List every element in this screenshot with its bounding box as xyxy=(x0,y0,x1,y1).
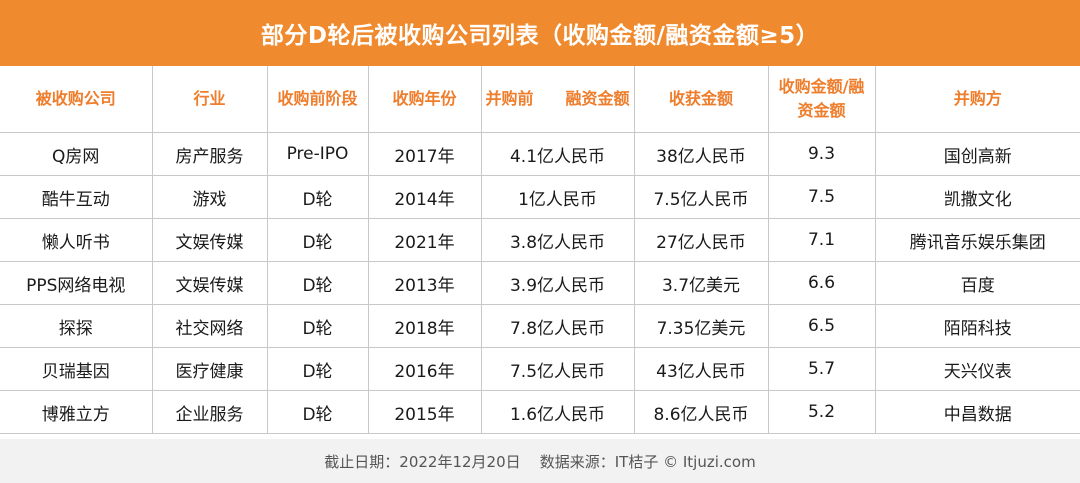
column-header: 并购前 融资金额 xyxy=(480,66,635,133)
acquisition-amount-cell: 43亿人民币 xyxy=(633,347,769,391)
column-header: 并购方 xyxy=(874,66,1080,133)
industry-cell: 文娱传媒 xyxy=(151,261,268,305)
industry-cell: 社交网络 xyxy=(151,304,268,348)
stage-cell: D轮 xyxy=(266,175,369,219)
footer-spacer xyxy=(521,452,540,470)
acquirer-cell: 百度 xyxy=(874,261,1080,305)
stage-cell: D轮 xyxy=(266,218,369,262)
company-cell: 贝瑞基因 xyxy=(0,347,153,391)
industry-cell: 房产服务 xyxy=(151,132,268,176)
year-cell: 2013年 xyxy=(367,261,482,305)
acquisition-amount-cell: 7.35亿美元 xyxy=(633,304,769,348)
acquirer-cell: 中昌数据 xyxy=(874,390,1080,434)
company-cell: PPS网络电视 xyxy=(0,261,153,305)
company-cell: Q房网 xyxy=(0,132,153,176)
acquisition-amount-cell: 38亿人民币 xyxy=(633,132,769,176)
stage-cell: D轮 xyxy=(266,347,369,391)
company-cell: 懒人听书 xyxy=(0,218,153,262)
funding-cell: 4.1亿人民币 xyxy=(480,132,635,176)
ratio-cell: 7.5 xyxy=(767,175,876,219)
table-row: 懒人听书 文娱传媒 D轮 2021年 3.8亿人民币 27亿人民币 7.1 腾讯… xyxy=(0,218,1080,262)
stage-cell: D轮 xyxy=(266,261,369,305)
industry-cell: 医疗健康 xyxy=(151,347,268,391)
data-source: 数据来源：IT桔子 © Itjuzi.com xyxy=(539,452,756,471)
year-cell: 2015年 xyxy=(367,390,482,434)
company-cell: 酷牛互动 xyxy=(0,175,153,219)
industry-cell: 文娱传媒 xyxy=(151,218,268,262)
acquisition-table: 被收购公司 行业 收购前阶段 收购年份 并购前 融资金额 收获金额 收购金额/融… xyxy=(0,66,1080,434)
funding-cell: 1.6亿人民币 xyxy=(480,390,635,434)
acquisition-amount-cell: 7.5亿人民币 xyxy=(633,175,769,219)
table-row: PPS网络电视 文娱传媒 D轮 2013年 3.9亿人民币 3.7亿美元 6.6… xyxy=(0,261,1080,305)
industry-cell: 游戏 xyxy=(151,175,268,219)
table-row: 贝瑞基因 医疗健康 D轮 2016年 7.5亿人民币 43亿人民币 5.7 天兴… xyxy=(0,347,1080,391)
year-cell: 2017年 xyxy=(367,132,482,176)
column-header: 收购前阶段 xyxy=(266,66,369,133)
year-cell: 2016年 xyxy=(367,347,482,391)
funding-cell: 1亿人民币 xyxy=(480,175,635,219)
column-header: 收购年份 xyxy=(367,66,482,133)
industry-cell: 企业服务 xyxy=(151,390,268,434)
funding-cell: 7.8亿人民币 xyxy=(480,304,635,348)
table-title-bar: 部分D轮后被收购公司列表（收购金额/融资金额≥5） xyxy=(0,0,1080,66)
table-row: 博雅立方 企业服务 D轮 2015年 1.6亿人民币 8.6亿人民币 5.2 中… xyxy=(0,390,1080,434)
year-cell: 2021年 xyxy=(367,218,482,262)
company-cell: 探探 xyxy=(0,304,153,348)
acquirer-cell: 腾讯音乐娱乐集团 xyxy=(874,218,1080,262)
acquirer-cell: 凯撒文化 xyxy=(874,175,1080,219)
acquirer-cell: 国创高新 xyxy=(874,132,1080,176)
acquisition-amount-cell: 8.6亿人民币 xyxy=(633,390,769,434)
ratio-cell: 5.2 xyxy=(767,390,876,434)
stage-cell: D轮 xyxy=(266,390,369,434)
year-cell: 2014年 xyxy=(367,175,482,219)
acquisition-amount-cell: 27亿人民币 xyxy=(633,218,769,262)
column-header: 被收购公司 xyxy=(0,66,153,133)
ratio-cell: 7.1 xyxy=(767,218,876,262)
table-row: 探探 社交网络 D轮 2018年 7.8亿人民币 7.35亿美元 6.5 陌陌科… xyxy=(0,304,1080,348)
column-header: 行业 xyxy=(151,66,268,133)
page-title: 部分D轮后被收购公司列表（收购金额/融资金额≥5） xyxy=(260,23,820,49)
stage-cell: D轮 xyxy=(266,304,369,348)
acquirer-cell: 陌陌科技 xyxy=(874,304,1080,348)
funding-cell: 7.5亿人民币 xyxy=(480,347,635,391)
ratio-cell: 6.5 xyxy=(767,304,876,348)
source-footer: 截止日期：2022年12月20日 数据来源：IT桔子 © Itjuzi.com xyxy=(0,439,1080,483)
year-cell: 2018年 xyxy=(367,304,482,348)
cutoff-date: 截止日期：2022年12月20日 xyxy=(324,452,521,471)
column-header: 收购金额/融资金额 xyxy=(767,66,876,133)
column-header: 收获金额 xyxy=(633,66,769,133)
table-header-row: 被收购公司 行业 收购前阶段 收购年份 并购前 融资金额 收获金额 收购金额/融… xyxy=(0,66,1080,133)
acquirer-cell: 天兴仪表 xyxy=(874,347,1080,391)
funding-cell: 3.8亿人民币 xyxy=(480,218,635,262)
ratio-cell: 5.7 xyxy=(767,347,876,391)
ratio-cell: 6.6 xyxy=(767,261,876,305)
stage-cell: Pre-IPO xyxy=(266,132,369,176)
table-row: Q房网 房产服务 Pre-IPO 2017年 4.1亿人民币 38亿人民币 9.… xyxy=(0,132,1080,176)
ratio-cell: 9.3 xyxy=(767,132,876,176)
funding-cell: 3.9亿人民币 xyxy=(480,261,635,305)
acquisition-amount-cell: 3.7亿美元 xyxy=(633,261,769,305)
acquisition-table-wrap: 被收购公司 行业 收购前阶段 收购年份 并购前 融资金额 收获金额 收购金额/融… xyxy=(0,66,1080,439)
table-row: 酷牛互动 游戏 D轮 2014年 1亿人民币 7.5亿人民币 7.5 凯撒文化 xyxy=(0,175,1080,219)
company-cell: 博雅立方 xyxy=(0,390,153,434)
